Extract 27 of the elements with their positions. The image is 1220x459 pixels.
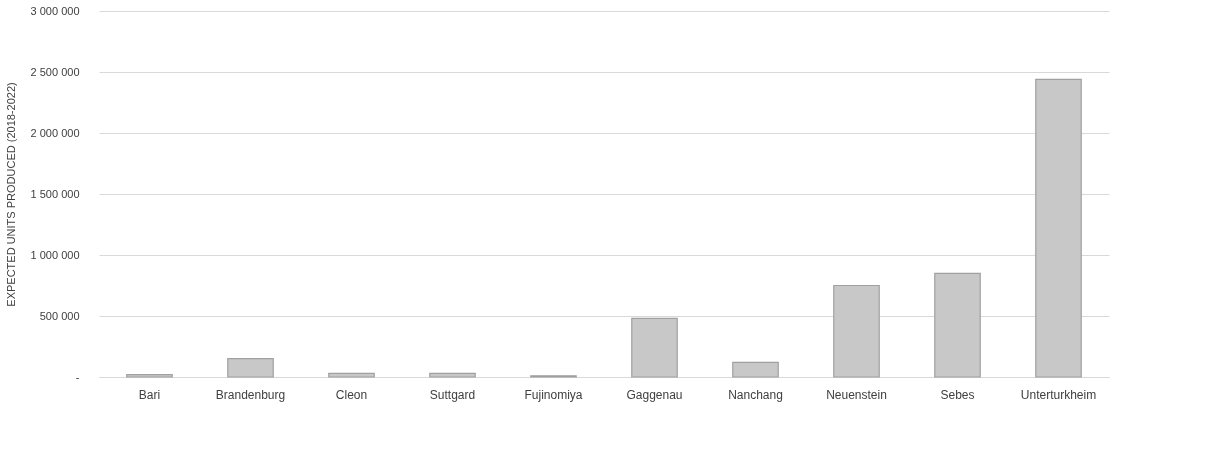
bar: [1035, 78, 1082, 378]
x-tick-label: Unterturkheim: [1020, 387, 1097, 402]
bar: [833, 284, 880, 378]
x-tick-label: Gaggenau: [626, 387, 683, 402]
y-tick-label: 2 000 000: [30, 126, 80, 139]
x-tick-label: Brandenburg: [215, 387, 286, 402]
bar: [732, 361, 779, 378]
x-tick-label: Suttgard: [429, 387, 476, 402]
x-tick-label: Bari: [138, 387, 161, 402]
y-tick-label: 1 000 000: [30, 248, 80, 261]
x-tick-label: Nanchang: [728, 387, 783, 402]
bar: [328, 372, 375, 378]
y-tick-label: 500 000: [39, 309, 80, 322]
x-tick-label: Neuenstein: [826, 387, 887, 402]
x-tick-label: Sebes: [940, 387, 975, 402]
y-axis-title: EXPECTED UNITS PRODUCED (2018-2022): [4, 82, 17, 307]
bar: [631, 317, 678, 378]
bar: [126, 373, 173, 378]
bar: [934, 272, 981, 378]
x-tick-label: Cleon: [335, 387, 368, 402]
y-tick-label: 2 500 000: [30, 65, 80, 78]
bar: [429, 372, 476, 378]
y-tick-label: 1 500 000: [30, 187, 80, 200]
y-tick-label: -: [75, 370, 80, 383]
y-tick-label: 3 000 000: [30, 4, 80, 17]
x-tick-label: Fujinomiya: [524, 387, 583, 402]
bar: [227, 358, 274, 378]
